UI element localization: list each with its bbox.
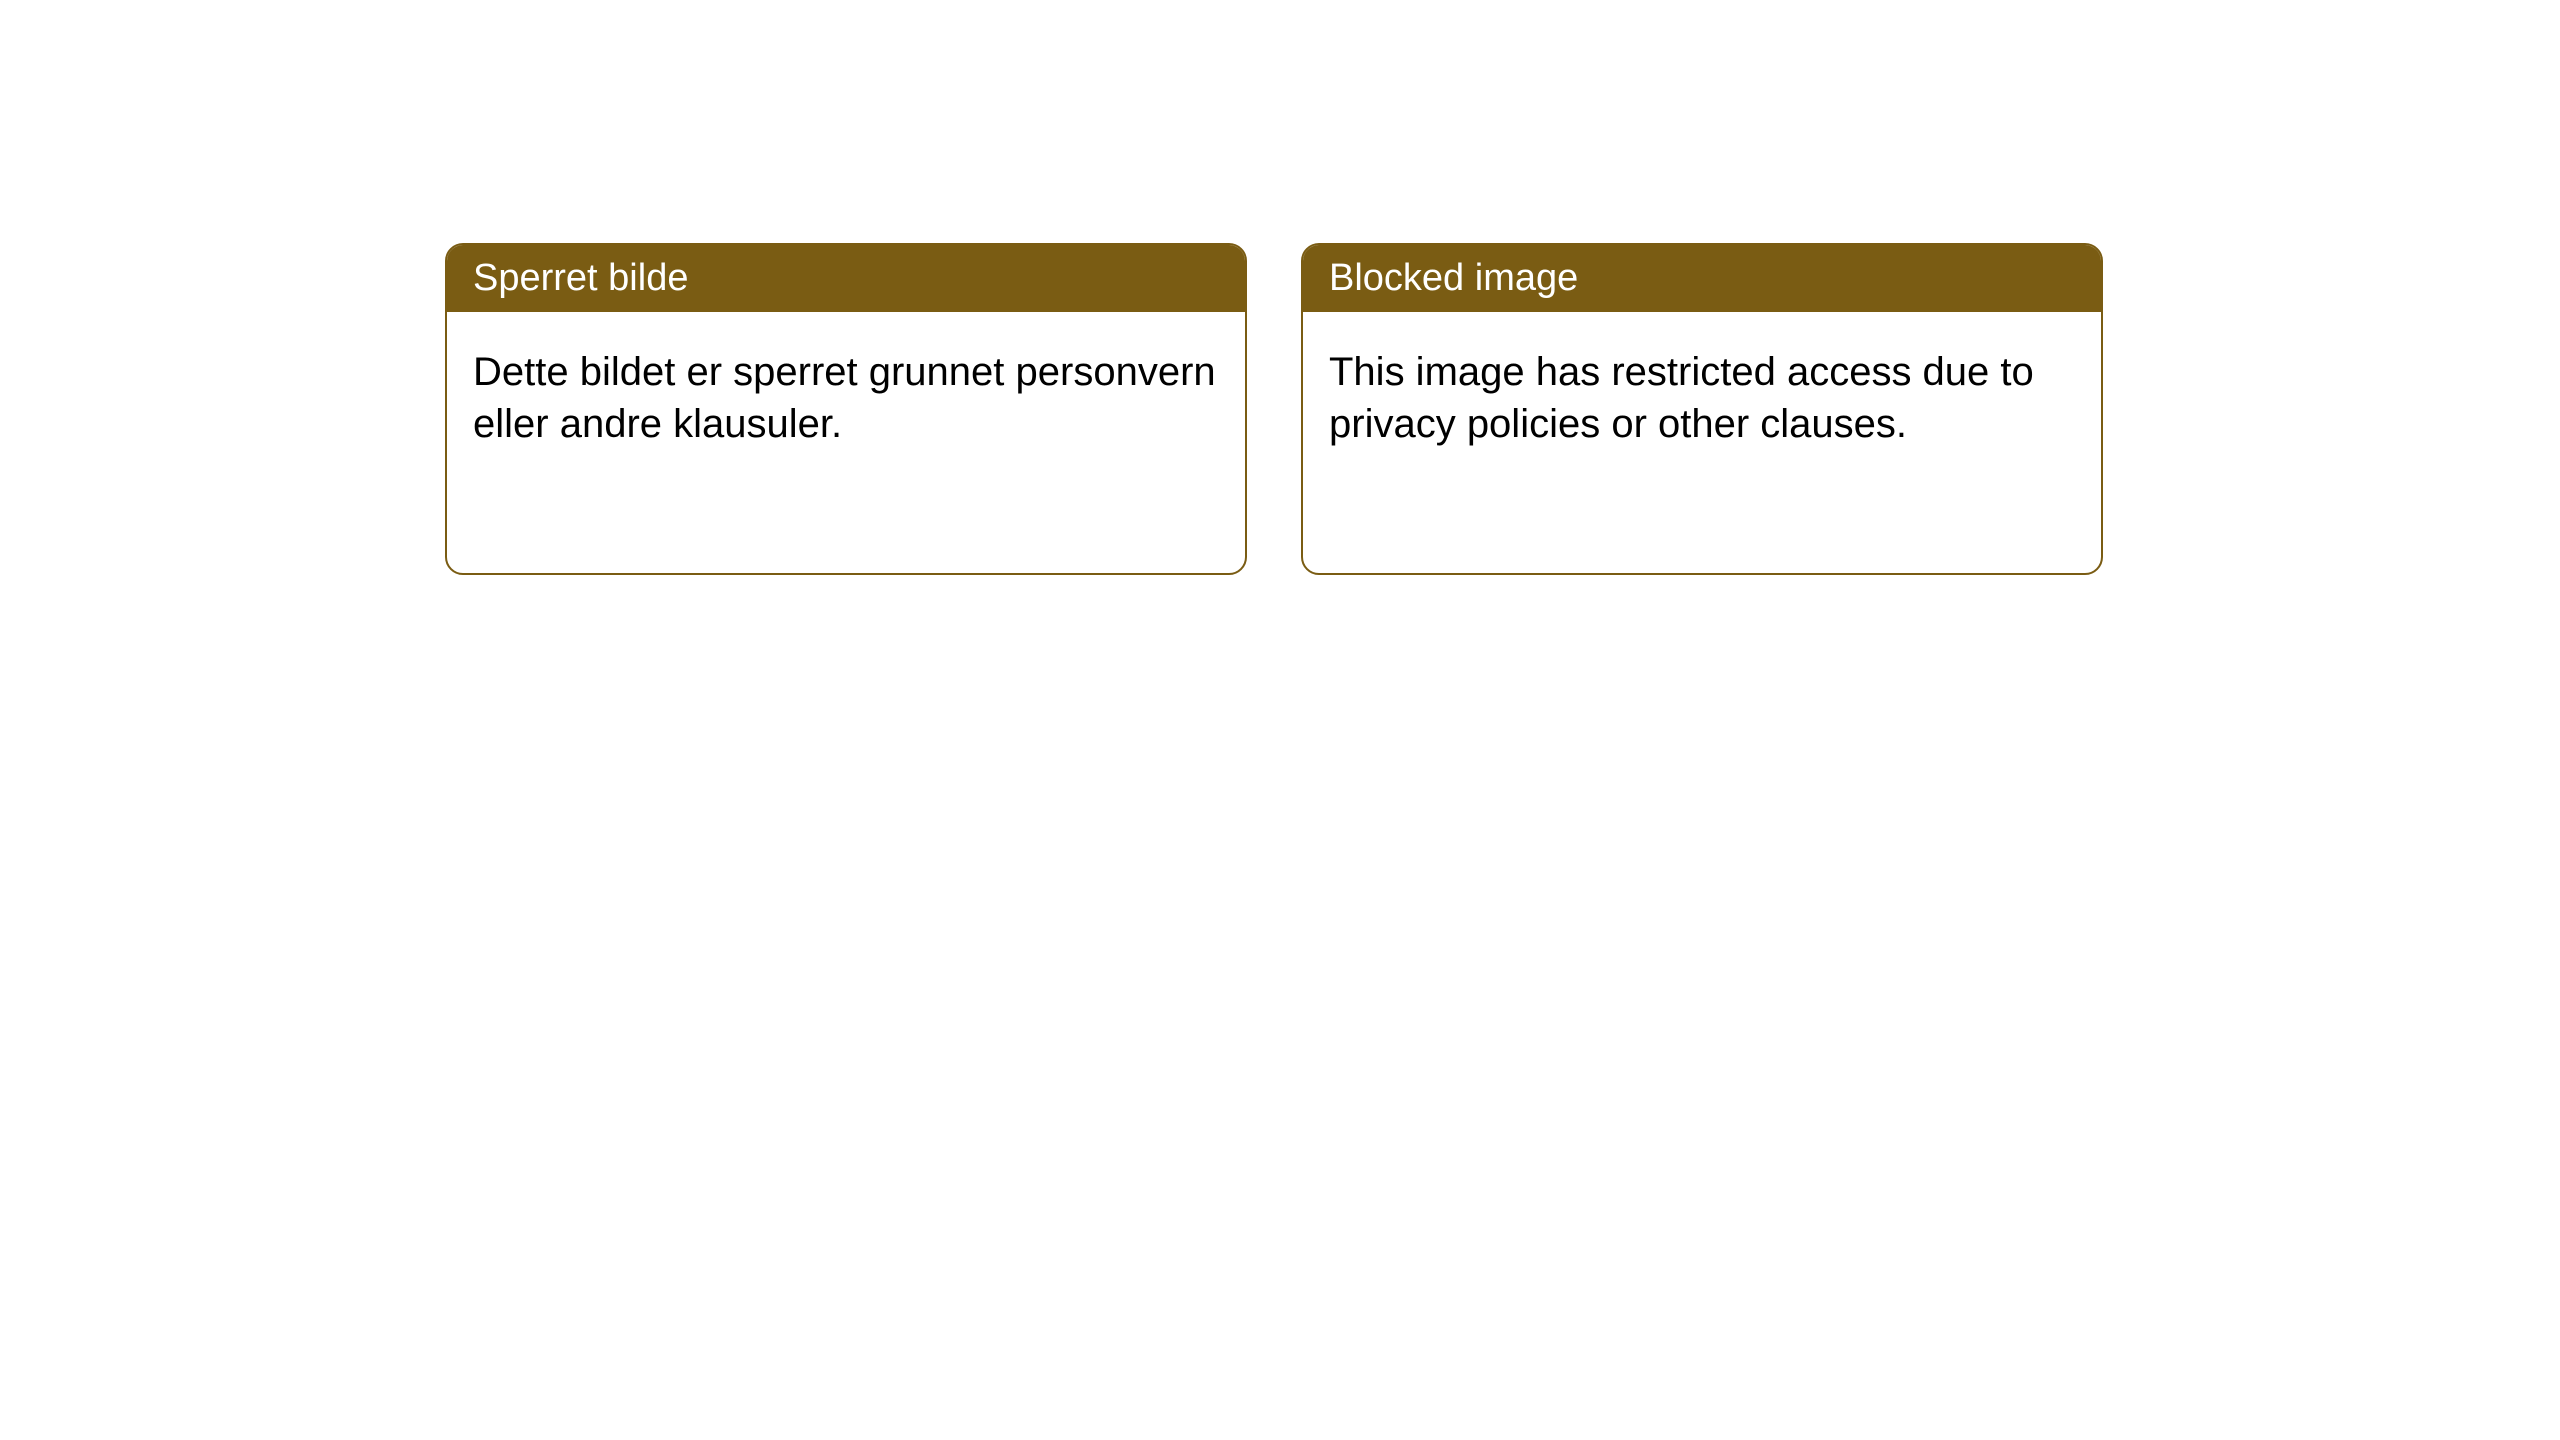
blocked-image-card-en: Blocked image This image has restricted … [1301,243,2103,575]
card-header-no: Sperret bilde [447,245,1245,312]
card-body-no: Dette bildet er sperret grunnet personve… [447,312,1245,484]
notice-container: Sperret bilde Dette bildet er sperret gr… [0,0,2560,575]
card-body-en: This image has restricted access due to … [1303,312,2101,484]
blocked-image-card-no: Sperret bilde Dette bildet er sperret gr… [445,243,1247,575]
card-header-en: Blocked image [1303,245,2101,312]
